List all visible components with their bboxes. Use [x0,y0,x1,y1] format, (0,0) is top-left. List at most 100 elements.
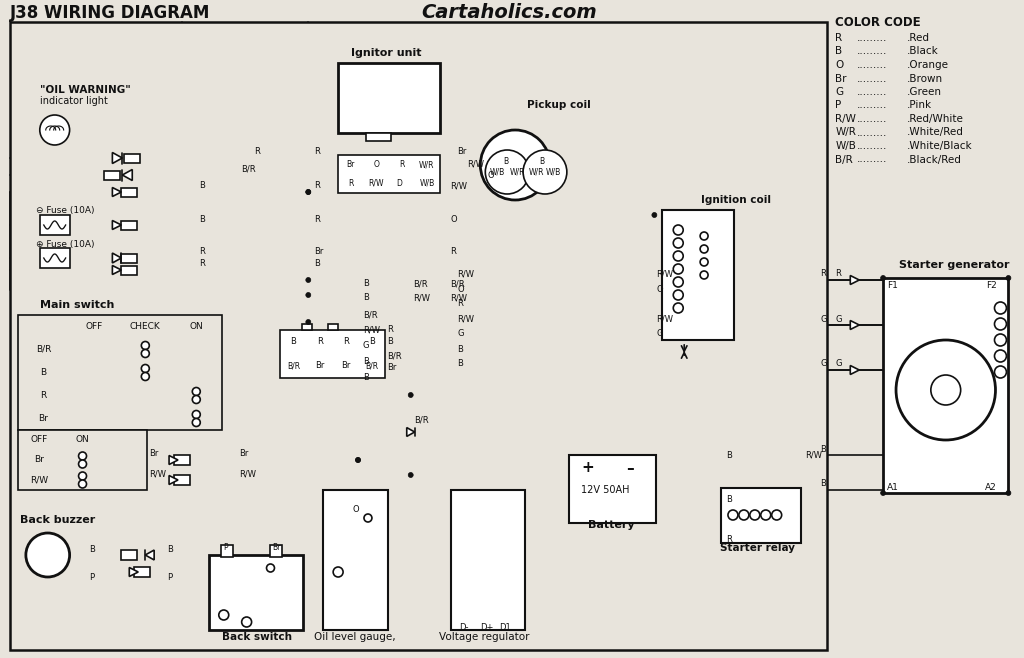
Bar [338,155,439,193]
Text: J38 WIRING DIAGRAM: J38 WIRING DIAGRAM [10,4,210,22]
Circle shape [266,564,274,572]
Text: B: B [458,359,463,368]
Circle shape [306,293,310,297]
Text: R: R [316,338,323,347]
Text: F1: F1 [887,280,898,290]
Text: .........: ......... [857,47,888,57]
Polygon shape [169,476,178,484]
Text: B/R: B/R [836,155,853,164]
Bar [569,455,656,523]
Bar [134,567,151,577]
Circle shape [1006,490,1011,495]
Circle shape [761,510,771,520]
Text: Main switch: Main switch [40,300,114,310]
Text: B: B [820,480,826,488]
Text: G: G [458,330,464,338]
Text: .........: ......... [857,155,888,164]
Text: .........: ......... [857,74,888,84]
Text: B: B [539,157,544,166]
Text: B: B [387,338,393,347]
Circle shape [750,510,760,520]
Text: G: G [836,315,842,324]
Text: ⊖ Fuse (10A): ⊖ Fuse (10A) [36,205,94,215]
Text: B: B [362,374,369,382]
Text: R: R [820,270,826,278]
Text: Br: Br [150,449,159,459]
Circle shape [306,320,310,324]
Text: .Green: .Green [907,87,942,97]
Text: R: R [255,147,260,157]
Circle shape [364,514,372,522]
Text: .White/Red: .White/Red [907,128,964,138]
Text: W/B: W/B [546,168,560,176]
Bar [451,490,525,630]
Circle shape [219,610,228,620]
Circle shape [40,115,70,145]
Text: O: O [836,60,844,70]
Circle shape [306,278,310,282]
Circle shape [79,480,86,488]
Circle shape [306,190,310,195]
Text: R/W: R/W [656,270,674,278]
Text: R/W: R/W [458,270,474,278]
Circle shape [673,251,683,261]
Text: W/B: W/B [489,168,505,176]
Circle shape [480,130,550,200]
Text: Ignition coil: Ignition coil [701,195,771,205]
Text: R/W: R/W [458,315,474,324]
Bar [281,330,385,378]
Text: .........: ......... [857,33,888,43]
Text: D: D [396,179,402,188]
Circle shape [141,349,150,357]
Text: .........: ......... [857,128,888,138]
Text: B: B [40,368,46,377]
Circle shape [193,388,201,395]
Circle shape [409,472,414,478]
Text: Br: Br [272,544,281,553]
Polygon shape [113,253,121,263]
Text: A2: A2 [985,484,996,492]
Text: B: B [726,495,732,505]
Text: R/W: R/W [451,182,468,191]
Text: 12V 50AH: 12V 50AH [581,485,630,495]
Circle shape [700,245,708,253]
Circle shape [931,375,961,405]
Text: Br: Br [836,74,847,84]
Text: .Black: .Black [907,47,939,57]
Text: .White/Black: .White/Black [907,141,973,151]
Text: B: B [362,293,369,303]
Circle shape [652,213,656,218]
Text: R: R [199,259,205,268]
Text: B/R: B/R [287,361,300,370]
Polygon shape [169,455,178,465]
Bar [174,455,189,465]
Text: W/R: W/R [419,160,434,169]
Text: B: B [291,338,296,347]
Text: Starter generator: Starter generator [899,260,1010,270]
Text: Br: Br [341,361,350,370]
Text: indicator light: indicator light [40,96,108,106]
Text: B: B [458,345,463,353]
Circle shape [242,617,252,627]
Bar [324,490,388,630]
Text: R/W: R/W [362,326,380,334]
Text: P: P [223,544,227,553]
Text: R/W: R/W [467,159,484,168]
Text: A1: A1 [887,484,899,492]
Text: R/W: R/W [150,470,166,478]
Circle shape [772,510,781,520]
Circle shape [673,303,683,313]
Text: OFF: OFF [86,322,103,331]
Circle shape [523,150,567,194]
Text: Br: Br [458,147,467,157]
Text: W/R: W/R [528,168,544,176]
Text: G: G [836,87,844,97]
Text: O: O [451,215,457,224]
Text: B/R: B/R [387,351,401,361]
Text: .Orange: .Orange [907,60,949,70]
Text: W/B: W/B [419,179,434,188]
Text: Oil level gauge,: Oil level gauge, [314,632,396,642]
Text: Br: Br [346,160,355,169]
Text: –: – [627,461,634,476]
Text: R/W: R/W [836,114,856,124]
